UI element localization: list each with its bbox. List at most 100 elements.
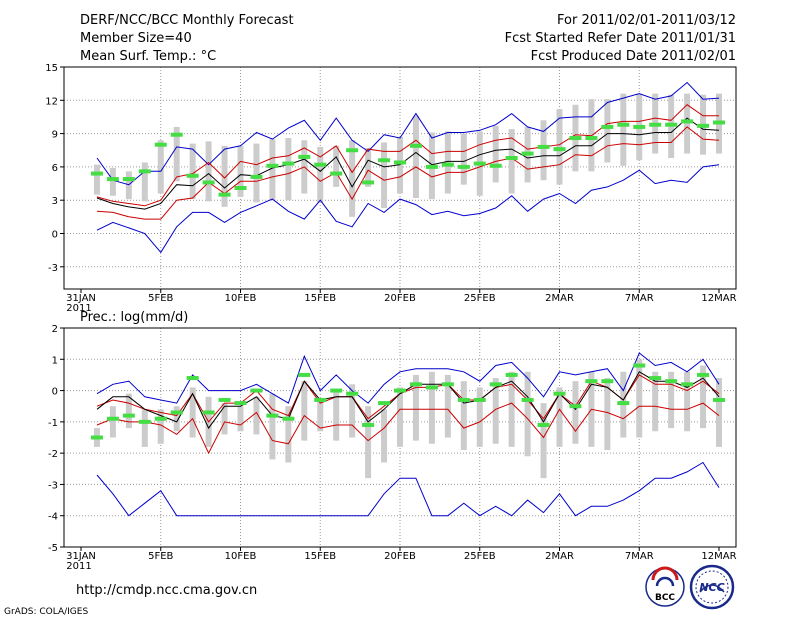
observed-marker [569, 404, 582, 409]
spread-box [141, 409, 148, 447]
y-tick-label: -3 [48, 263, 58, 274]
y-tick-label: -5 [48, 543, 58, 554]
spread-box [109, 406, 116, 438]
spread-box [237, 406, 244, 432]
spread-box [444, 131, 451, 194]
x-tick-label: 2MAR [545, 551, 574, 562]
member-size: Member Size=40 [80, 31, 192, 46]
max-line [96, 81, 720, 186]
observed-marker [170, 410, 183, 415]
observed-marker [122, 413, 135, 418]
observed-marker [649, 376, 662, 381]
observed-marker [266, 413, 279, 418]
y-tick-label: 0 [52, 230, 58, 241]
spread-box [492, 125, 499, 183]
y-tick-label: 9 [52, 130, 58, 141]
observed-marker [553, 391, 566, 396]
observed-marker [138, 169, 151, 174]
observed-marker [489, 382, 502, 387]
spread-box [604, 378, 611, 451]
spread-box [684, 371, 691, 432]
spread-box [540, 120, 547, 181]
x-tick-label: 10FEB [225, 551, 257, 562]
observed-marker [202, 410, 215, 415]
observed-marker [441, 382, 454, 387]
observed-marker [378, 158, 391, 163]
observed-marker [202, 180, 215, 185]
spread-box [460, 381, 467, 451]
observed-marker [346, 391, 359, 396]
footer-url[interactable]: http://cmdp.ncc.cma.gov.cn [76, 583, 257, 598]
observed-marker [473, 161, 486, 166]
observed-marker [537, 144, 550, 149]
spread-box [492, 378, 499, 444]
observed-marker [633, 363, 646, 368]
bcc-logo: BCC [645, 566, 685, 607]
y-tick-label: -1 [48, 418, 58, 429]
x-tick-label: 2MAR [545, 293, 574, 304]
observed-marker [473, 397, 486, 402]
y-tick-label: -3 [48, 480, 58, 491]
observed-marker [234, 401, 247, 406]
spread-box [636, 359, 643, 438]
y-tick-label: 1 [52, 355, 58, 366]
spread-box [508, 129, 515, 194]
observed-marker [617, 401, 630, 406]
spread-box [109, 168, 116, 196]
spread-box [381, 409, 388, 463]
spread-box [333, 145, 340, 187]
spread-box [684, 93, 691, 154]
observed-marker [521, 151, 534, 156]
spread-box [444, 374, 451, 438]
spread-box [317, 399, 324, 432]
observed-marker [457, 164, 470, 169]
x-tick-year: 2011 [66, 561, 91, 572]
spread-box [285, 138, 292, 201]
spread-box [397, 387, 403, 447]
spread-box [508, 371, 515, 447]
observed-marker [314, 162, 327, 167]
spread-box [157, 409, 164, 444]
x-tick-label: 5FEB [148, 293, 173, 304]
observed-marker [409, 143, 422, 148]
observed-marker [362, 422, 375, 427]
x-tick-label: 5FEB [148, 551, 173, 562]
mean-line [96, 371, 720, 430]
observed-marker [585, 379, 598, 384]
observed-marker [218, 397, 231, 402]
x-tick-label: 15FEB [304, 293, 336, 304]
observed-marker [186, 376, 199, 381]
observed-marker [617, 122, 630, 127]
y-tick-label: 6 [52, 163, 58, 174]
ncc-logo: NCC [689, 564, 735, 610]
observed-marker [649, 122, 662, 127]
observed-marker [330, 388, 343, 393]
spread-box [317, 146, 324, 203]
lower-line [96, 126, 720, 220]
forecast-period: For 2011/02/01-2011/03/12 [557, 13, 736, 28]
grads-credit: GrADS: COLA/IGES [4, 607, 88, 617]
min-line [96, 461, 720, 517]
observed-marker [90, 171, 103, 176]
x-tick-label: 7MAR [625, 293, 654, 304]
observed-marker [697, 123, 710, 128]
observed-marker [489, 163, 502, 168]
observed-marker [505, 372, 518, 377]
observed-marker [346, 148, 359, 153]
lower-line [96, 402, 720, 455]
observed-marker [665, 379, 678, 384]
observed-marker [665, 122, 678, 127]
chart-title: DERF/NCC/BCC Monthly Forecast [80, 13, 294, 28]
observed-marker [234, 185, 247, 190]
y-tick-label: 3 [52, 196, 58, 207]
variable-label: Mean Surf. Temp.: °C [80, 49, 216, 64]
spread-box [365, 148, 372, 187]
spread-box [285, 406, 292, 463]
observed-marker [298, 372, 311, 377]
spread-box [412, 115, 419, 198]
spread-box [269, 139, 276, 201]
y-tick-label: -4 [48, 512, 58, 523]
spread-box [269, 393, 276, 460]
